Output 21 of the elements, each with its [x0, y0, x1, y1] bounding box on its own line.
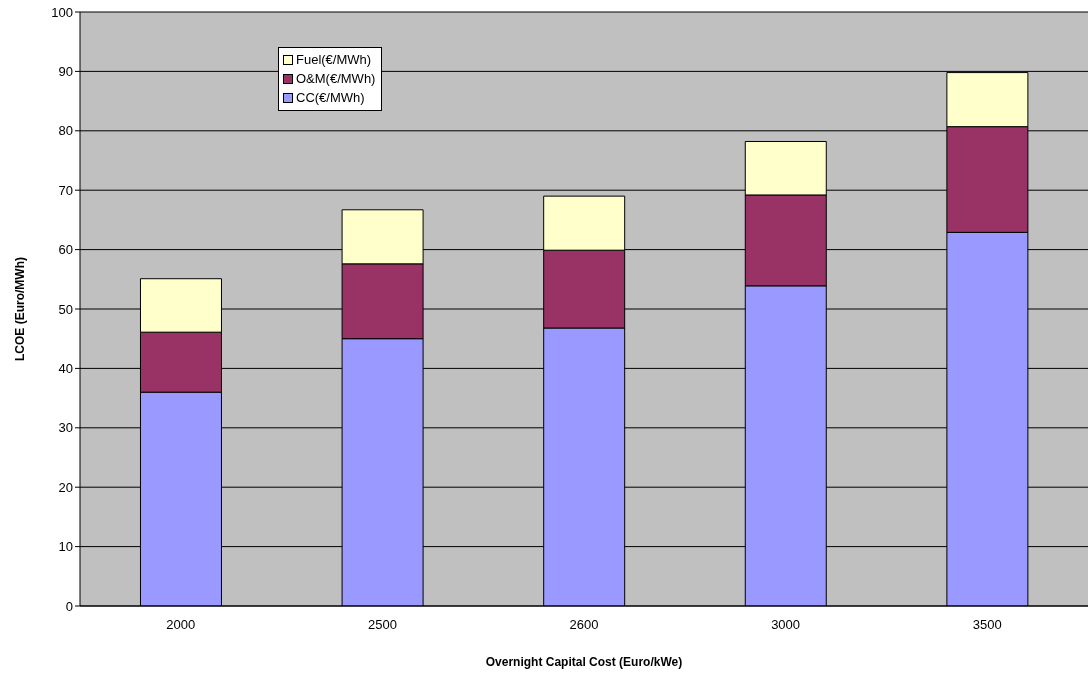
- y-tick-label: 60: [58, 242, 73, 258]
- y-tick-label: 0: [65, 598, 73, 614]
- x-tick-label: 3500: [972, 617, 1002, 633]
- x-axis-title: Overnight Capital Cost (Euro/kWe): [485, 655, 683, 669]
- legend-label: O&M(€/MWh): [296, 70, 376, 88]
- x-tick-label: 2000: [166, 617, 196, 633]
- y-tick-label: 80: [58, 123, 73, 139]
- x-tick-label: 2500: [367, 617, 397, 633]
- x-tick-label: 2600: [569, 617, 599, 633]
- y-tick-label: 10: [58, 539, 73, 555]
- y-tick-label: 30: [58, 420, 73, 436]
- y-tick-label: 100: [51, 4, 73, 20]
- y-tick-label: 90: [58, 64, 73, 80]
- legend-label: CC(€/MWh): [296, 89, 365, 107]
- y-tick-label: 20: [58, 479, 73, 495]
- x-tick-label: 3000: [771, 617, 801, 633]
- y-tick-label: 40: [58, 361, 73, 377]
- y-tick-label: 50: [58, 301, 73, 317]
- y-axis-title: LCOE (Euro/MWh): [13, 257, 28, 361]
- y-tick-label: 70: [58, 182, 73, 198]
- legend-label: Fuel(€/MWh): [296, 51, 372, 69]
